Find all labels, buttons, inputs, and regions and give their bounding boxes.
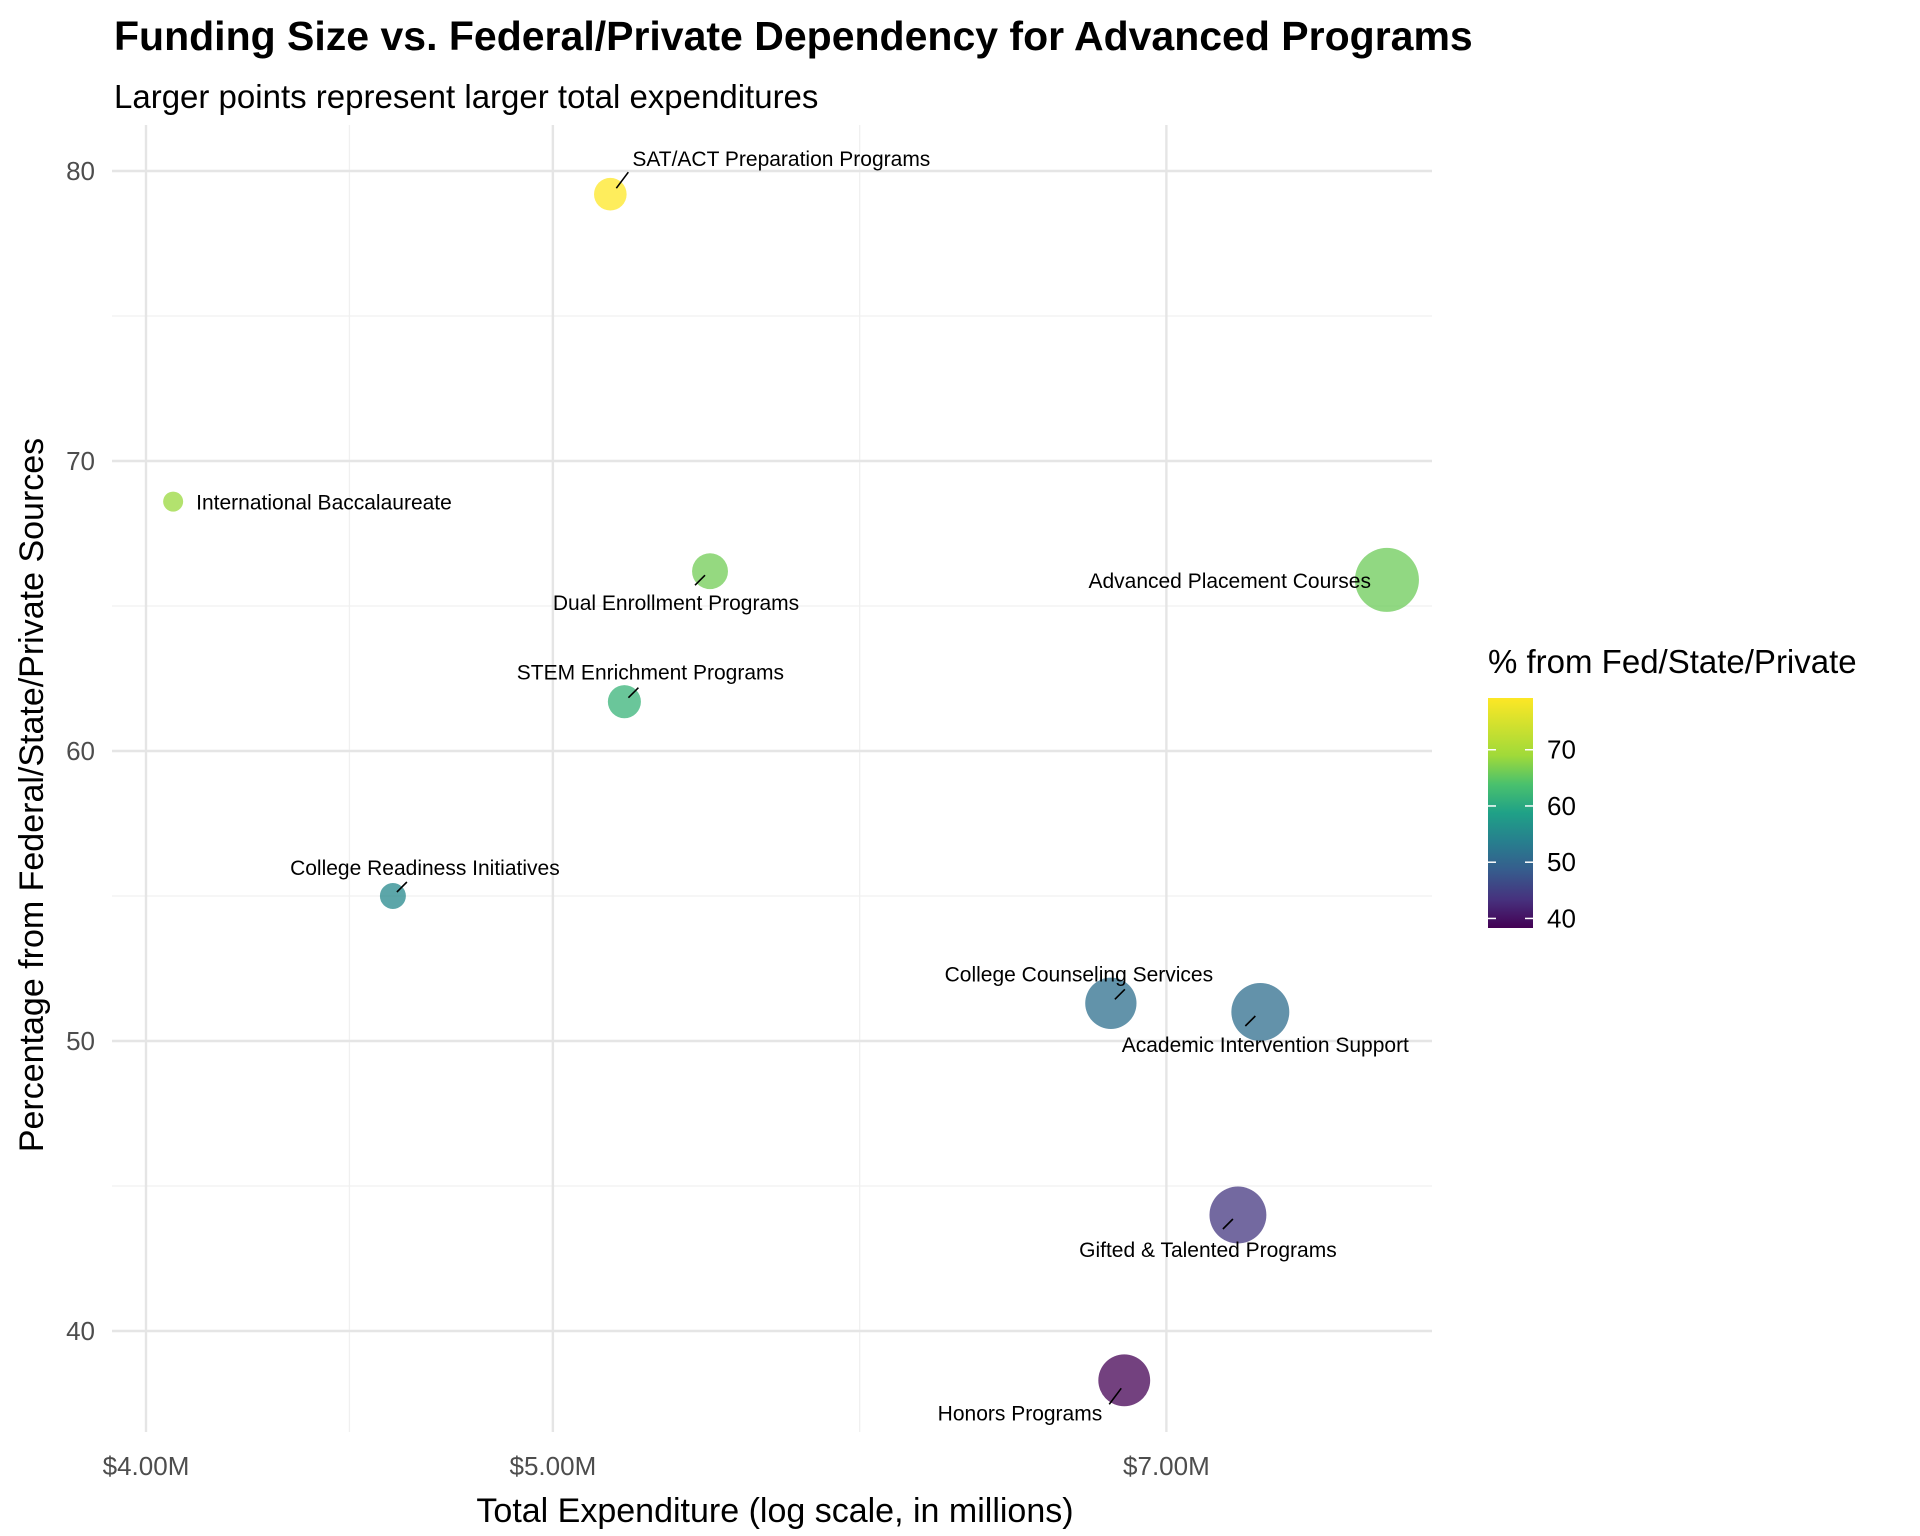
y-tick-label: 70 — [66, 446, 95, 476]
label-leader-line — [396, 881, 408, 893]
x-tick-label: $4.00M — [103, 1451, 190, 1481]
legend-colorbar — [1488, 698, 1533, 928]
label-leader-line — [1244, 1015, 1256, 1027]
y-tick-label: 50 — [66, 1026, 95, 1056]
legend-tick-label: 50 — [1547, 847, 1576, 877]
label-advanced-placement-courses: Advanced Placement Courses — [1088, 570, 1371, 593]
y-tick-label: 40 — [66, 1316, 95, 1346]
legend-tick-label: 60 — [1547, 791, 1576, 821]
point-advanced-placement-courses — [1354, 547, 1419, 612]
label-leader-line — [1222, 1218, 1234, 1230]
major-gridlines — [112, 125, 1432, 1432]
label-stem-enrichment-programs: STEM Enrichment Programs — [517, 662, 784, 685]
legend-tick-label: 40 — [1547, 903, 1576, 933]
point-gifted-talented-programs — [1209, 1186, 1267, 1244]
label-leader-line — [615, 171, 629, 189]
label-leader-line — [694, 574, 706, 586]
label-honors-programs: Honors Programs — [938, 1402, 1103, 1425]
legend-title: % from Fed/State/Private — [1488, 643, 1857, 680]
label-college-readiness-initiatives: College Readiness Initiatives — [290, 857, 560, 880]
point-academic-intervention-support — [1231, 983, 1290, 1041]
color-legend: % from Fed/State/Private 40 50 60 70 — [1488, 643, 1857, 933]
x-axis-tick-labels: $4.00M $5.00M $7.00M — [103, 1451, 1210, 1481]
y-tick-label: 60 — [66, 736, 95, 766]
chart-title: Funding Size vs. Federal/Private Depende… — [114, 13, 1473, 59]
label-academic-intervention-support: Academic Intervention Support — [1122, 1034, 1409, 1057]
legend-tick-label: 70 — [1547, 735, 1576, 765]
point-international-baccalaureate — [163, 491, 184, 512]
label-sat-act-preparation-programs: SAT/ACT Preparation Programs — [632, 148, 930, 171]
point-sat-act-preparation-programs — [594, 177, 627, 211]
minor-gridlines — [112, 125, 1432, 1432]
label-dual-enrollment-programs: Dual Enrollment Programs — [553, 592, 799, 615]
label-leader-line — [1114, 988, 1126, 1000]
label-leader-line — [627, 687, 639, 699]
label-international-baccalaureate: International Baccalaureate — [196, 492, 452, 515]
label-gifted-talented-programs: Gifted & Talented Programs — [1079, 1239, 1337, 1262]
chart-subtitle: Larger points represent larger total exp… — [114, 78, 818, 115]
point-honors-programs — [1098, 1354, 1151, 1407]
legend-ticks: 40 50 60 70 — [1488, 735, 1576, 933]
y-axis-tick-labels: 40 50 60 70 80 — [66, 156, 95, 1346]
x-tick-label: $7.00M — [1123, 1451, 1210, 1481]
label-leader-line — [1108, 1387, 1122, 1405]
y-tick-label: 80 — [66, 156, 95, 186]
data-points — [163, 177, 1419, 1407]
x-axis-title: Total Expenditure (log scale, in million… — [476, 1492, 1073, 1530]
label-college-counseling-services: College Counseling Services — [945, 963, 1213, 986]
point-labels: SAT/ACT Preparation Programs Internationa… — [196, 148, 1409, 1425]
y-axis-title: Percentage from Federal/State/Private So… — [13, 438, 51, 1152]
x-tick-label: $5.00M — [510, 1451, 597, 1481]
